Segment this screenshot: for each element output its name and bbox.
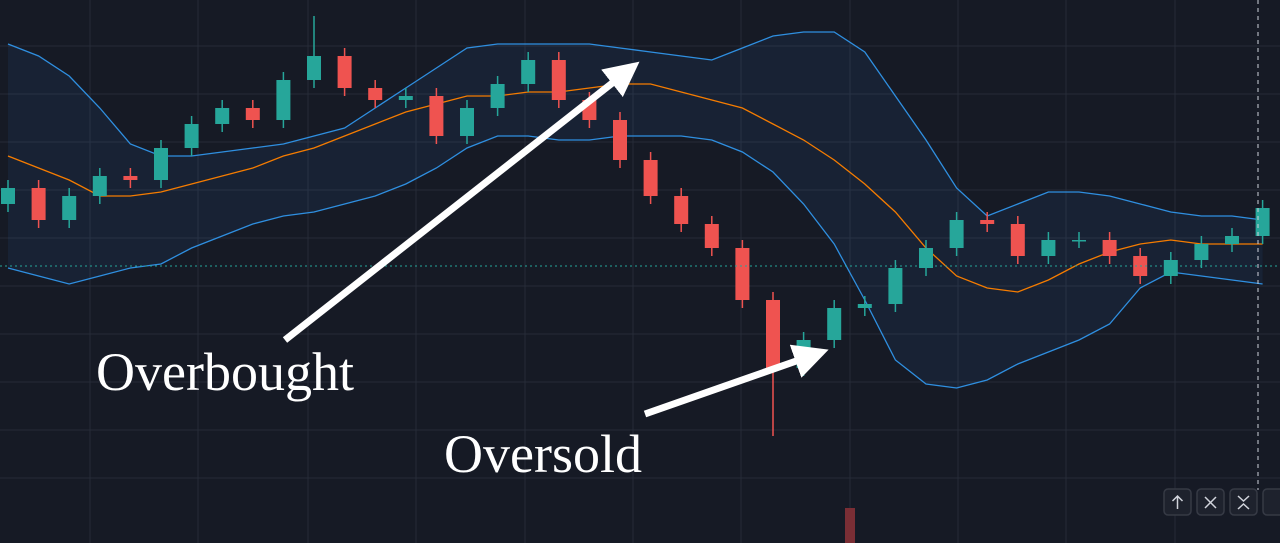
candle-body xyxy=(766,300,780,368)
arrow xyxy=(282,61,640,343)
candle-body xyxy=(613,120,627,160)
arrow xyxy=(643,344,829,418)
candle-body xyxy=(980,220,995,224)
icon xyxy=(1204,496,1217,509)
annotation: Overbought xyxy=(96,342,354,402)
band-fill xyxy=(8,32,1263,388)
candle-body xyxy=(919,248,933,268)
candle-body xyxy=(92,176,107,196)
candle-body xyxy=(245,108,260,120)
candle-body xyxy=(521,60,536,84)
candle-body xyxy=(704,224,719,248)
candle-body xyxy=(184,124,199,148)
candle-body xyxy=(1041,240,1056,256)
toolbar xyxy=(1163,488,1280,516)
candle-body xyxy=(31,188,46,220)
candle-body xyxy=(276,80,291,120)
candle-body xyxy=(1194,244,1209,260)
volume-bar xyxy=(845,508,855,543)
candle-body xyxy=(949,220,964,248)
candle-body xyxy=(337,56,352,88)
icon xyxy=(1237,495,1250,510)
candle-body xyxy=(307,56,321,80)
candle-body xyxy=(368,88,383,100)
candle-body xyxy=(1102,240,1117,256)
candle-body xyxy=(1,188,15,204)
candle-body xyxy=(735,248,750,300)
annotation: Oversold xyxy=(444,424,642,484)
candle-body xyxy=(429,96,444,136)
band-line xyxy=(7,31,1263,221)
candle-body xyxy=(857,304,872,308)
candle-body xyxy=(62,196,77,220)
candle-body xyxy=(123,176,138,180)
candle-body xyxy=(490,84,505,108)
candle-body xyxy=(1225,236,1239,244)
plot-area xyxy=(1,16,1270,436)
candle-body xyxy=(154,148,168,180)
candle-body xyxy=(1163,260,1178,276)
candle-body xyxy=(1255,208,1270,236)
candle-body xyxy=(398,96,413,100)
band-line xyxy=(7,135,1263,389)
candle-body xyxy=(460,108,474,136)
candle-body xyxy=(551,60,566,100)
button[interactable] xyxy=(1262,488,1280,516)
candle-body xyxy=(674,196,689,224)
icon xyxy=(1171,494,1184,509)
candle-body xyxy=(827,308,842,340)
candle-body xyxy=(1010,224,1025,256)
candle-body xyxy=(888,268,903,304)
candle-body xyxy=(643,160,658,196)
candle-body xyxy=(1072,240,1086,242)
candle-body xyxy=(215,108,230,124)
